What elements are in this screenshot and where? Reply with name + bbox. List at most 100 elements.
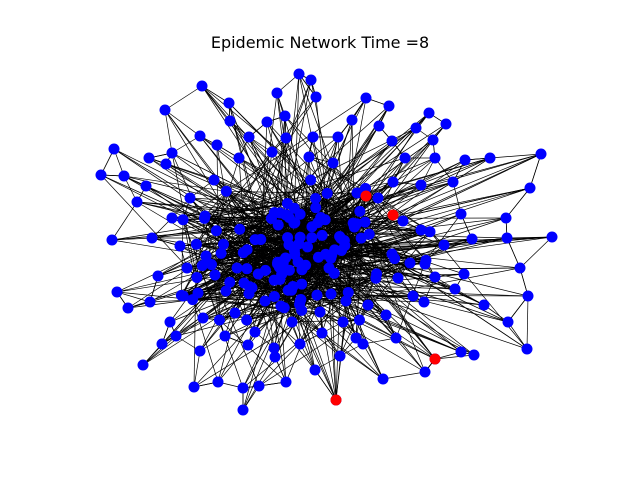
susceptible-node xyxy=(392,272,404,284)
susceptible-node xyxy=(210,225,222,237)
susceptible-node xyxy=(224,115,236,127)
susceptible-node xyxy=(329,244,341,256)
susceptible-node xyxy=(306,232,318,244)
susceptible-node xyxy=(328,267,340,279)
susceptible-node xyxy=(187,294,199,306)
susceptible-node xyxy=(259,264,271,276)
network-edge xyxy=(204,157,406,219)
network-edge xyxy=(193,350,201,388)
susceptible-node xyxy=(164,316,176,328)
susceptible-node xyxy=(274,207,286,219)
susceptible-node xyxy=(271,87,283,99)
susceptible-node xyxy=(373,120,385,132)
network-edge xyxy=(248,293,317,296)
susceptible-node xyxy=(380,309,392,321)
susceptible-node xyxy=(198,212,210,224)
network-edge xyxy=(211,244,290,265)
susceptible-node xyxy=(387,176,399,188)
susceptible-node xyxy=(181,262,193,274)
network-edge xyxy=(425,213,462,261)
susceptible-node xyxy=(521,343,533,355)
susceptible-node xyxy=(266,146,278,158)
susceptible-node xyxy=(156,338,168,350)
susceptible-node xyxy=(500,212,512,224)
susceptible-node xyxy=(359,216,371,228)
network-edge xyxy=(375,231,431,279)
network-edge xyxy=(201,85,295,209)
network-edge xyxy=(505,187,531,219)
susceptible-node xyxy=(305,174,317,186)
susceptible-node xyxy=(321,187,333,199)
network-edge xyxy=(507,321,528,350)
susceptible-node xyxy=(447,176,459,188)
network-edge xyxy=(287,79,312,204)
network-edge xyxy=(111,239,280,268)
network-edge xyxy=(123,175,227,192)
network-edge xyxy=(341,250,360,321)
susceptible-node xyxy=(310,202,322,214)
network-edge xyxy=(332,162,361,212)
susceptible-node xyxy=(234,223,246,235)
susceptible-node xyxy=(217,238,229,250)
network-edge xyxy=(362,343,384,380)
susceptible-node xyxy=(211,139,223,151)
susceptible-node xyxy=(215,247,227,259)
susceptible-node xyxy=(196,80,208,92)
susceptible-node xyxy=(372,192,384,204)
susceptible-node xyxy=(241,263,253,275)
susceptible-node xyxy=(294,338,306,350)
susceptible-node xyxy=(440,118,452,130)
infected-node xyxy=(429,353,441,365)
susceptible-node xyxy=(286,316,298,328)
susceptible-node xyxy=(166,147,178,159)
network-edge xyxy=(181,219,184,296)
network-edge xyxy=(274,137,287,213)
infected-node xyxy=(360,190,372,202)
susceptible-node xyxy=(166,212,178,224)
network-edge xyxy=(506,236,553,239)
susceptible-node xyxy=(205,259,217,271)
susceptible-node xyxy=(296,278,308,290)
susceptible-node xyxy=(243,281,255,293)
network-edge xyxy=(216,191,227,231)
susceptible-node xyxy=(108,143,120,155)
susceptible-node xyxy=(106,234,118,246)
network-edge xyxy=(298,243,426,261)
susceptible-node xyxy=(184,192,196,204)
susceptible-node xyxy=(449,283,461,295)
network-edge xyxy=(310,127,417,181)
susceptible-node xyxy=(427,134,439,146)
susceptible-node xyxy=(295,293,307,305)
susceptible-node xyxy=(170,330,182,342)
network-edge xyxy=(116,291,151,303)
susceptible-node xyxy=(354,205,366,217)
susceptible-node xyxy=(307,131,319,143)
network-edge xyxy=(266,121,316,199)
susceptible-node xyxy=(253,380,265,392)
network-edge xyxy=(274,115,286,213)
network-edge xyxy=(258,272,335,275)
susceptible-node xyxy=(146,232,158,244)
network-edge xyxy=(216,136,339,232)
network-edge xyxy=(434,354,475,360)
susceptible-node xyxy=(289,217,301,229)
susceptible-node xyxy=(362,299,374,311)
susceptible-node xyxy=(502,316,514,328)
susceptible-node xyxy=(268,291,280,303)
network-edge xyxy=(164,85,203,111)
susceptible-node xyxy=(455,208,467,220)
susceptible-node xyxy=(219,330,231,342)
network-edges xyxy=(100,73,553,411)
network-edge xyxy=(219,309,302,321)
susceptible-node xyxy=(268,342,280,354)
susceptible-node xyxy=(292,256,304,268)
susceptible-node xyxy=(311,289,323,301)
network-edge xyxy=(529,153,542,189)
network-edge xyxy=(204,203,288,219)
susceptible-node xyxy=(296,304,308,316)
network-edge xyxy=(369,233,508,239)
network-edge xyxy=(171,193,328,219)
susceptible-node xyxy=(468,349,480,361)
susceptible-node xyxy=(177,290,189,302)
susceptible-node xyxy=(390,332,402,344)
